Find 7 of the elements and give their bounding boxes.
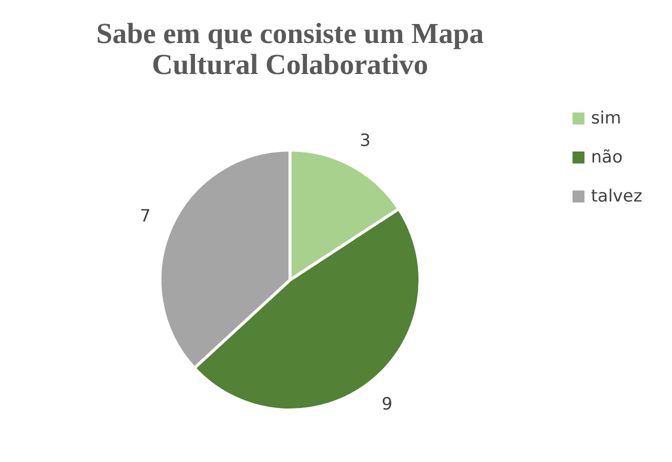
data-label: 7 (140, 206, 151, 227)
chart-title: Sabe em que consiste um Mapa Cultural Colaborativo (96, 18, 484, 81)
data-label: 3 (360, 131, 371, 152)
legend-label: talvez (591, 186, 642, 206)
legend-label: sim (591, 108, 622, 128)
data-label: 9 (382, 394, 392, 415)
legend-label: não (591, 148, 623, 168)
